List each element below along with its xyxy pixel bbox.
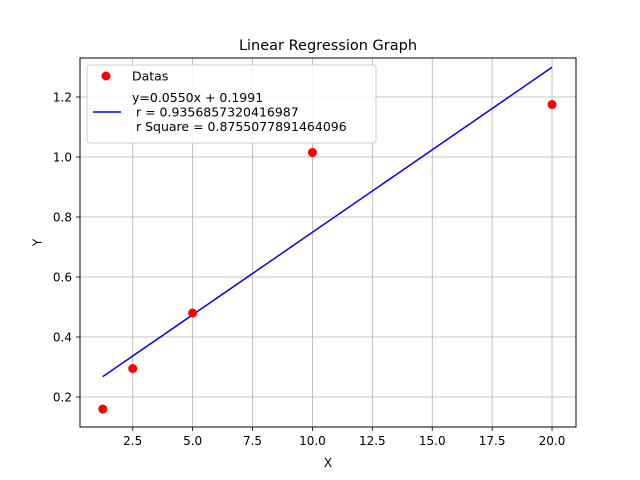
data-point [128, 364, 138, 373]
x-tick-label: 12.5 [359, 434, 386, 448]
legend-label-datas: Datas [132, 69, 168, 84]
data-point [188, 308, 198, 318]
y-tick-label: 0.6 [53, 271, 72, 285]
legend: Datas y=0.0550x + 0.1991 r = 0.9356857320… [86, 64, 377, 144]
y-tick-label: 0.8 [53, 211, 72, 225]
x-tick-label: 7.5 [243, 434, 262, 448]
regression-line [102, 66, 553, 378]
y-tick-label: 0.4 [53, 331, 72, 345]
ticks: 2.5 5.0 7.5 10.0 12.5 15.0 17.5 20.0 0.2 0.4 0.6 0.… [53, 91, 565, 449]
legend-label-line: y=0.0550x + 0.1991 [132, 90, 263, 105]
x-axis-title: X [324, 456, 332, 470]
legend-label-line: r = 0.9356857320416987 [132, 105, 299, 120]
legend-label-line: r Square = 0.8755077891464096 [132, 119, 347, 134]
chart-title: Linear Regression Graph [239, 38, 417, 54]
y-axis-title: Y [31, 238, 45, 247]
plot-series [98, 66, 557, 414]
legend-label-regression: y=0.0550x + 0.1991 r = 0.935685732041698… [132, 90, 347, 134]
x-tick-label: 10.0 [299, 434, 326, 448]
x-tick-label: 2.5 [123, 434, 142, 448]
legend-box [86, 64, 377, 144]
plot-frame [79, 57, 577, 428]
y-tick-label: 0.2 [53, 391, 72, 405]
y-tick-label: 1.0 [53, 151, 72, 165]
legend-marker-datas [101, 71, 111, 81]
data-point [547, 100, 557, 109]
y-tick-label: 1.2 [53, 91, 72, 105]
data-point [98, 404, 108, 414]
x-tick-label: 15.0 [419, 434, 446, 448]
data-point [307, 148, 317, 157]
x-tick-label: 17.5 [479, 434, 506, 448]
x-tick-label: 5.0 [183, 434, 202, 448]
x-tick-label: 20.0 [539, 434, 566, 448]
